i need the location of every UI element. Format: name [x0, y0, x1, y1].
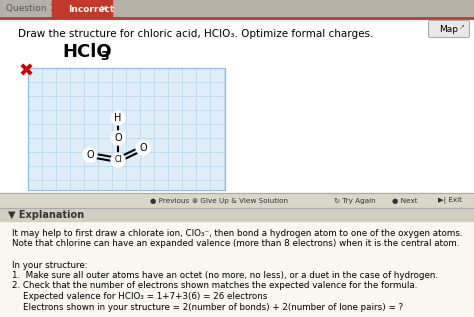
Circle shape	[83, 148, 97, 162]
Text: Map: Map	[439, 24, 458, 34]
Bar	[0, 208, 474, 221]
Text: HClO: HClO	[62, 43, 111, 61]
Text: ▶| Exit: ▶| Exit	[438, 197, 462, 204]
Bar	[52, 0, 112, 18]
Text: 1.  Make sure all outer atoms have an octet (no more, no less), or a duet in the: 1. Make sure all outer atoms have an oct…	[12, 271, 438, 280]
Bar	[0, 18, 474, 195]
Text: ● Next: ● Next	[392, 197, 418, 204]
Text: ▼ Explanation: ▼ Explanation	[8, 210, 84, 219]
Text: H: H	[114, 113, 122, 123]
Text: Draw the structure for chloric acid, HClO₃. Optimize formal charges.: Draw the structure for chloric acid, HCl…	[18, 29, 374, 39]
Bar	[0, 0, 474, 18]
Text: O: O	[139, 143, 147, 153]
FancyBboxPatch shape	[428, 21, 470, 37]
Bar	[28, 68, 225, 190]
Text: In your structure:: In your structure:	[12, 261, 88, 269]
Text: ✖: ✖	[18, 63, 33, 81]
Text: Note that chlorine can have an expanded valence (more than 8 electrons) when it : Note that chlorine can have an expanded …	[12, 240, 459, 249]
Circle shape	[111, 111, 125, 125]
Text: Question 11 of 20: Question 11 of 20	[6, 4, 87, 14]
Text: ↻ Try Again: ↻ Try Again	[334, 197, 376, 204]
Bar	[28, 68, 225, 190]
Text: ↗: ↗	[459, 24, 465, 30]
Circle shape	[111, 131, 125, 145]
Text: Electrons shown in your structure = 2(number of bonds) + 2(number of lone pairs): Electrons shown in your structure = 2(nu…	[12, 302, 403, 312]
Bar	[0, 221, 474, 317]
Text: Incorrect: Incorrect	[68, 4, 114, 14]
Text: ✕: ✕	[100, 4, 108, 14]
Circle shape	[111, 153, 125, 167]
Text: Expected valence for HClO₃ = 1+7+3(6) = 26 electrons: Expected valence for HClO₃ = 1+7+3(6) = …	[12, 292, 267, 301]
Text: 2. Check that the number of electrons shown matches the expected valence for the: 2. Check that the number of electrons sh…	[12, 281, 418, 290]
Text: ⊗ Give Up & View Solution: ⊗ Give Up & View Solution	[192, 197, 288, 204]
Text: O: O	[114, 133, 122, 143]
Text: ● Previous: ● Previous	[150, 197, 190, 204]
Bar	[0, 193, 474, 208]
Text: Cl: Cl	[114, 156, 122, 165]
Text: It may help to first draw a chlorate ion, ClO₃⁻, then bond a hydrogen atom to on: It may help to first draw a chlorate ion…	[12, 229, 463, 238]
Text: O: O	[86, 150, 94, 160]
Circle shape	[136, 141, 150, 155]
Text: 3: 3	[100, 49, 109, 62]
